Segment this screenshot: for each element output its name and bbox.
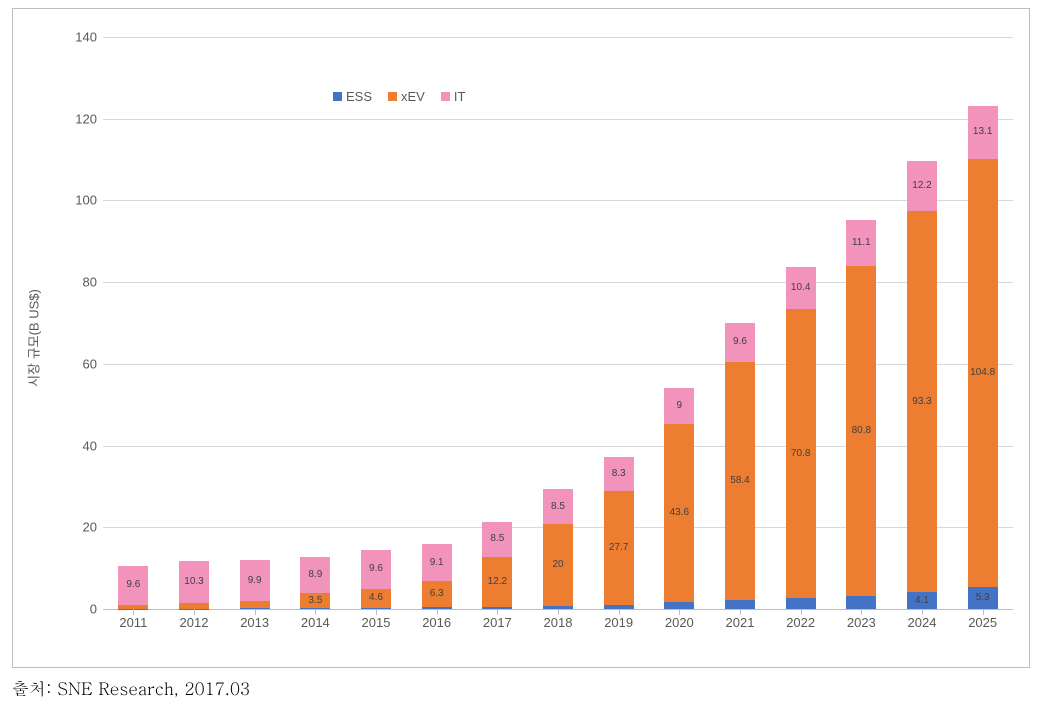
bar-segment-it [240,560,270,600]
bar-segment-ess [725,600,755,609]
legend: ESS xEV IT [333,89,465,104]
x-tick-label: 2017 [467,615,527,630]
x-tick-label: 2014 [285,615,345,630]
x-tick-label: 2018 [528,615,588,630]
x-tick-label: 2023 [831,615,891,630]
bar-segment-it [968,106,998,160]
legend-swatch-xev [388,92,397,101]
x-tick-label: 2012 [164,615,224,630]
legend-item-ess: ESS [333,89,372,104]
x-tick-label: 2011 [103,615,163,630]
source-attribution: 출처: SNE Research, 2017.03 [12,676,1030,700]
x-tick-label: 2021 [710,615,770,630]
bar-segment-xev [846,266,876,596]
x-tick-label: 2016 [407,615,467,630]
bar-segment-ess [968,587,998,609]
bar-segment-it [422,544,452,581]
bar-segment-ess [786,598,816,609]
bar-segment-xev [604,491,634,604]
bar-segment-xev [543,524,573,606]
legend-label-ess: ESS [346,89,372,104]
chart-container: 시장 규모(B US$) 0.10.99.60.11.410.30.21.89.… [12,8,1030,668]
y-tick-label: 40 [57,438,97,453]
legend-item-xev: xEV [388,89,425,104]
y-tick-label: 140 [57,30,97,45]
bar-segment-xev [361,589,391,608]
bar-segment-it [118,566,148,605]
bar-segment-xev [725,362,755,601]
bar-segment-it [786,267,816,309]
x-tick-label: 2015 [346,615,406,630]
bar-segment-it [482,522,512,557]
plot-area: 0.10.99.60.11.410.30.21.89.90.33.58.90.3… [103,37,1013,609]
bar-segment-xev [786,309,816,598]
bar-segment-it [725,323,755,362]
x-tick-label: 2024 [892,615,952,630]
bar-segment-it [664,388,694,425]
x-tick-label: 2022 [771,615,831,630]
bar-segment-xev [240,601,270,608]
legend-swatch-ess [333,92,342,101]
legend-swatch-it [441,92,450,101]
bar-segment-xev [482,557,512,607]
bar-segment-it [543,489,573,524]
legend-item-it: IT [441,89,466,104]
bar-segment-xev [422,581,452,607]
y-tick-label: 80 [57,275,97,290]
bar-segment-xev [968,159,998,587]
y-axis-title: 시장 규모(B US$) [24,289,43,387]
x-tick-label: 2019 [589,615,649,630]
bar-segment-xev [664,424,694,602]
bar-segment-it [179,561,209,603]
bar-segment-it [846,220,876,265]
y-tick-label: 120 [57,111,97,126]
bar-segment-xev [179,603,209,609]
bar-segment-ess [907,592,937,609]
x-tick-label: 2013 [225,615,285,630]
legend-label-xev: xEV [401,89,425,104]
legend-label-it: IT [454,89,466,104]
bar-segment-it [300,557,330,593]
bar-segment-ess [846,596,876,609]
y-tick-label: 60 [57,356,97,371]
bar-segment-it [361,550,391,589]
bars-layer: 0.10.99.60.11.410.30.21.89.90.33.58.90.3… [103,37,1013,609]
x-tick-label: 2020 [649,615,709,630]
y-tick-label: 20 [57,520,97,535]
x-tick-label: 2025 [953,615,1013,630]
bar-segment-xev [300,593,330,607]
bar-segment-it [604,457,634,491]
bar-segment-it [907,161,937,211]
bar-segment-xev [907,211,937,592]
y-tick-label: 0 [57,602,97,617]
y-tick-label: 100 [57,193,97,208]
